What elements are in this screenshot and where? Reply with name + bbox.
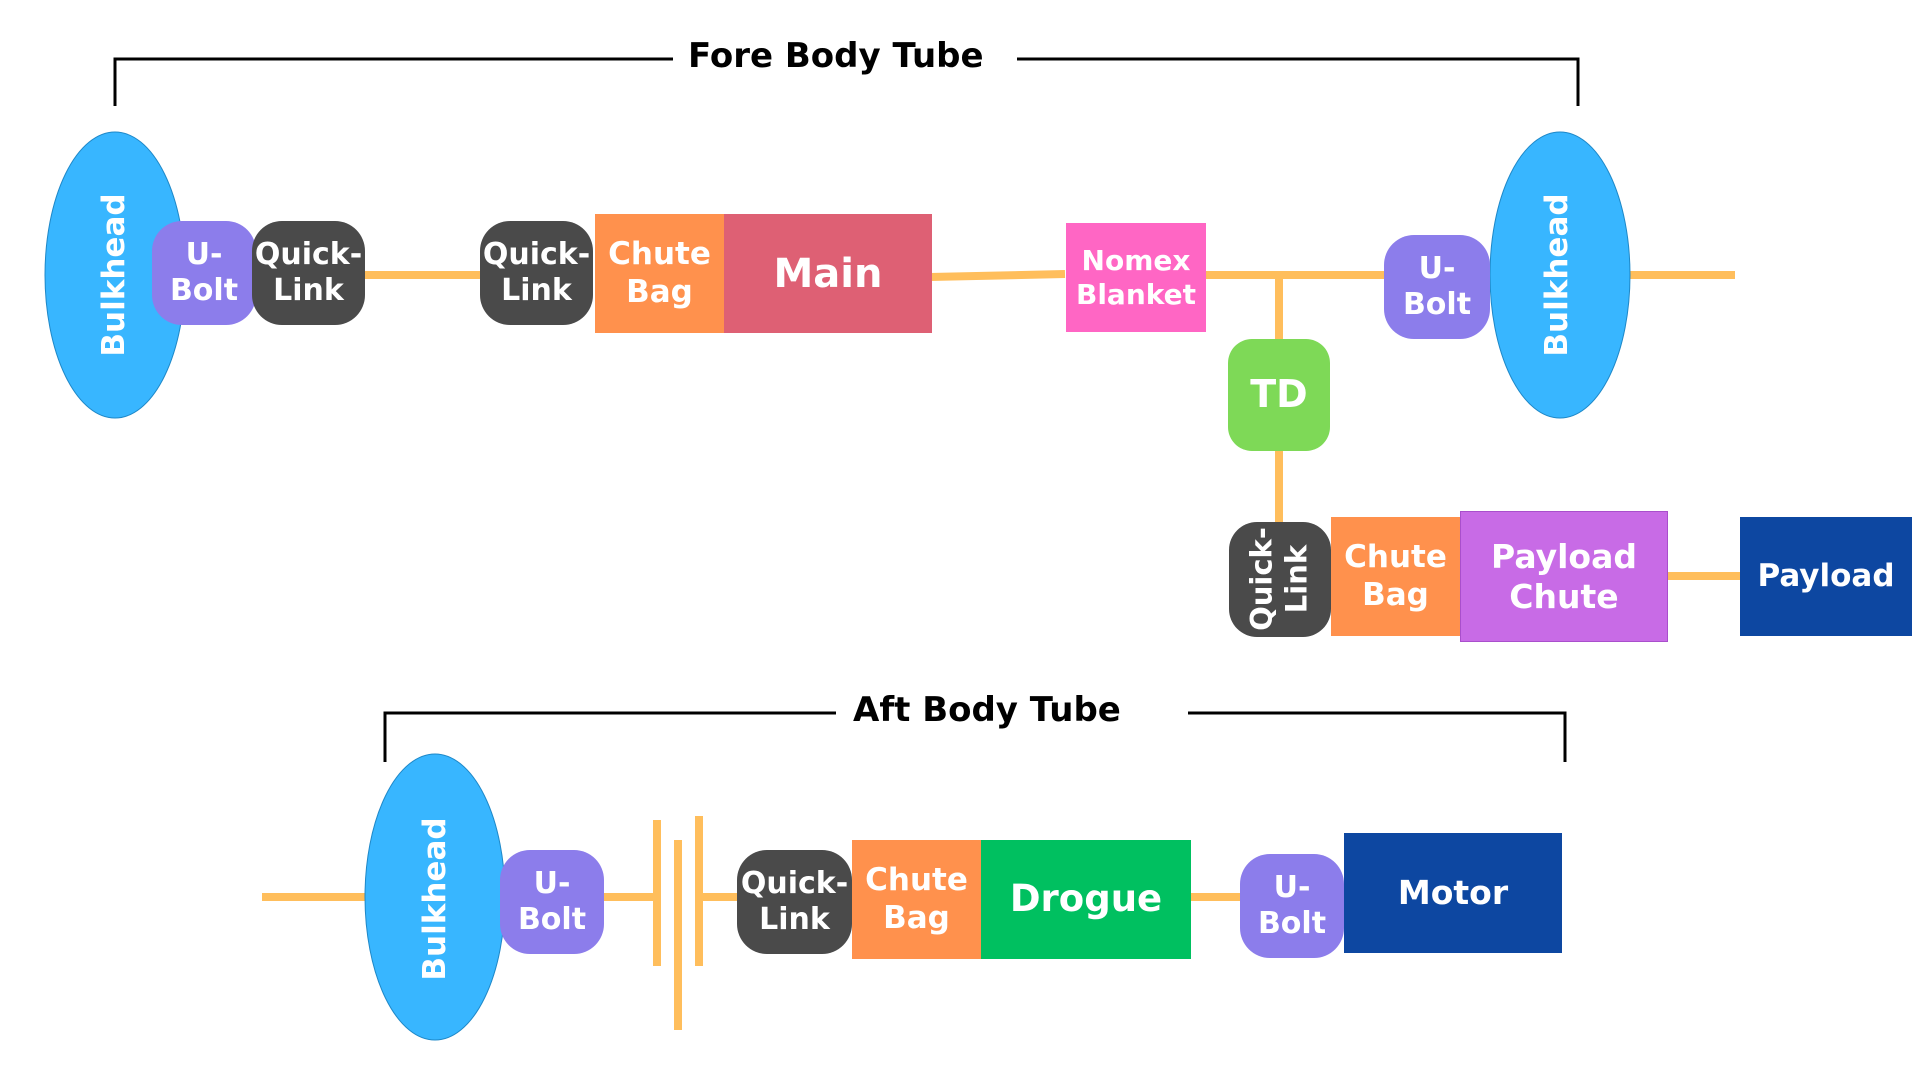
bulkhead-label: Bulkhead	[1539, 193, 1576, 357]
tender-descender: TD	[1228, 339, 1330, 451]
bulkhead-shape	[1489, 131, 1631, 419]
fore-body-tube-title: Fore Body Tube	[688, 36, 984, 76]
aft-body-tube-title: Aft Body Tube	[853, 690, 1121, 730]
quick-link: Quick- Link	[737, 850, 852, 954]
bulkhead-label: Bulkhead	[96, 193, 133, 357]
quick-link-label: Quick- Link	[1244, 527, 1314, 631]
cord	[929, 270, 1066, 281]
bulkhead-label: Bulkhead	[417, 817, 454, 981]
quick-link: Quick- Link	[480, 221, 593, 325]
fore-bracket	[113, 57, 1580, 106]
payload: Payload	[1740, 517, 1912, 636]
u-bolt: U- Bolt	[1240, 854, 1344, 958]
u-bolt: U- Bolt	[500, 850, 604, 954]
chute-bag: Chute Bag	[1331, 517, 1460, 636]
nomex-blanket: Nomex Blanket	[1066, 223, 1206, 332]
quick-link: Quick- Link	[252, 221, 365, 325]
chute-bag: Chute Bag	[852, 840, 981, 959]
main-parachute: Main	[724, 214, 932, 333]
motor: Motor	[1344, 833, 1562, 953]
chute-bag: Chute Bag	[595, 214, 724, 333]
drogue-parachute: Drogue	[981, 840, 1191, 959]
u-bolt: U- Bolt	[1384, 235, 1490, 339]
payload-chute: Payload Chute	[1460, 511, 1668, 642]
u-bolt: U- Bolt	[152, 221, 256, 325]
aft-bracket	[383, 711, 1567, 762]
quick-link	[1229, 522, 1331, 637]
